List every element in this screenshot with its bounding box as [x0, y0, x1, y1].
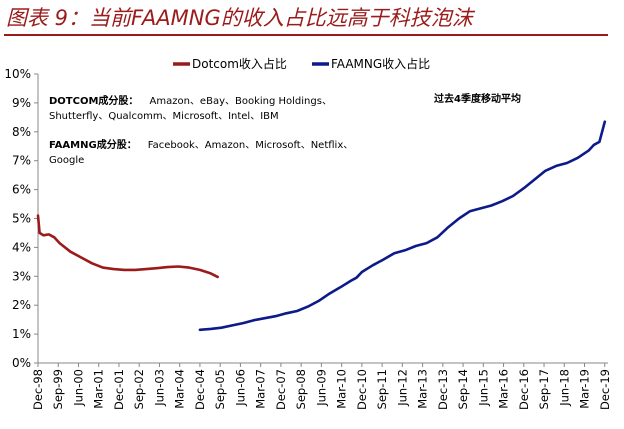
y-tick-label: 7% [12, 154, 31, 168]
y-tick-label: 3% [12, 269, 31, 283]
faamng-series-line [198, 120, 607, 332]
x-tick-label: Sep-02 [132, 369, 146, 409]
legend: Dotcom收入占比 FAAMNG收入占比 [173, 56, 430, 71]
y-tick-label: 0% [12, 356, 31, 370]
x-tick-label: Mar-01 [92, 369, 106, 409]
y-ticks: 0% 1% 2% 3% 4% 5% 6% 7% 8% 9% 10% [4, 67, 38, 370]
x-tick-label: Mar-16 [497, 369, 511, 409]
x-tick-label: Mar-10 [335, 369, 349, 409]
y-tick-label: 10% [4, 67, 31, 81]
x-ticks: Dec-98 Sep-99 Jun-00 Mar-01 Dec-01 Sep-02 Jun-… [31, 363, 612, 410]
x-tick-label: Sep-05 [213, 369, 227, 409]
x-tick-label: Dec-16 [517, 369, 531, 410]
y-tick-label: 1% [12, 327, 31, 341]
x-tick-label: Sep-14 [456, 369, 470, 409]
x-tick-label: Mar-07 [254, 369, 268, 409]
dotcom-label: DOTCOM成分股： [49, 94, 138, 107]
y-tick-label: 8% [12, 125, 31, 139]
x-tick-label: Sep-11 [375, 369, 389, 409]
legend-dotcom-label: Dotcom收入占比 [192, 56, 287, 71]
annotation-constituents: DOTCOM成分股： Amazon、eBay、Booking Holdings、… [49, 89, 353, 166]
x-tick-label: Jun-18 [557, 369, 571, 407]
x-tick-label: Sep-08 [294, 369, 308, 409]
dotcom-series-line [36, 214, 219, 279]
x-tick-label: Jun-00 [71, 369, 85, 407]
x-tick-label: Dec-98 [31, 369, 45, 410]
title-underline [4, 34, 608, 36]
x-tick-label: Dec-13 [436, 369, 450, 410]
series-lines [36, 120, 607, 332]
faamng-constituents-line1: FAAMNG成分股： Facebook、Amazon、Microsoft、Net… [49, 133, 353, 152]
x-tick-label: Jun-09 [314, 369, 328, 407]
x-tick-label: Jun-06 [233, 369, 247, 407]
y-tick-label: 5% [12, 212, 31, 226]
faamng-label: FAAMNG成分股： [49, 138, 137, 151]
dotcom-constituents-line1: DOTCOM成分股： Amazon、eBay、Booking Holdings、 [49, 89, 332, 108]
dotcom-constituents-line2: Shutterfly、Qualcomm、Microsoft、Intel、IBM [49, 111, 279, 122]
x-tick-label: Dec-01 [112, 369, 126, 410]
y-tick-label: 2% [12, 298, 31, 312]
x-tick-label: Mar-19 [578, 369, 592, 409]
x-tick-label: Jun-12 [395, 369, 409, 407]
x-tick-label: Dec-07 [274, 369, 288, 410]
x-tick-label: Jun-03 [152, 369, 166, 407]
x-tick-label: Dec-19 [598, 369, 612, 410]
x-tick-label: Mar-13 [416, 369, 430, 409]
faamng-constituents-line2: Google [49, 155, 84, 166]
x-tick-label: Sep-99 [51, 369, 65, 409]
faamng-list-1: Facebook、Amazon、Microsoft、Netflix、 [148, 140, 353, 151]
x-tick-label: Dec-10 [355, 369, 369, 410]
dotcom-list-1: Amazon、eBay、Booking Holdings、 [150, 96, 332, 107]
x-tick-label: Mar-04 [173, 369, 187, 409]
y-tick-label: 4% [12, 240, 31, 254]
y-tick-label: 6% [12, 183, 31, 197]
legend-faamng-label: FAAMNG收入占比 [331, 56, 430, 71]
x-tick-label: Sep-17 [537, 369, 551, 409]
x-tick-label: Dec-04 [193, 369, 207, 410]
chart-title: 图表 9：当前FAAMNG的收入占比远高于科技泡沫 [6, 6, 473, 30]
y-tick-label: 9% [12, 96, 31, 110]
moving-average-note: 过去4季度移动平均 [434, 92, 521, 105]
x-tick-label: Jun-15 [476, 369, 490, 407]
